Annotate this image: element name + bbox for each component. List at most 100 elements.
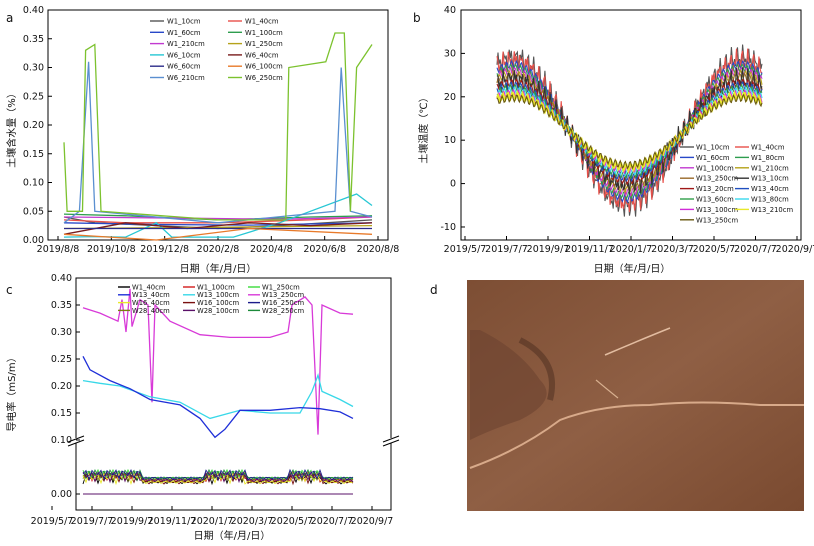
b-series-line bbox=[496, 93, 763, 170]
b-xtick-label: 2019/5/7 bbox=[444, 244, 487, 255]
c-legend-label: W13_100cm bbox=[197, 291, 239, 299]
b-legend-label: W1_40cm bbox=[751, 144, 785, 152]
panel-d-label: d bbox=[430, 283, 438, 297]
soil-crack-1 bbox=[518, 337, 555, 401]
c-xtick-label: 2019/7/7 bbox=[71, 516, 114, 527]
c-legend-label: W1_100cm bbox=[197, 283, 235, 291]
panel-a-label: a bbox=[6, 11, 13, 25]
panel-c: c 0.10 0.15 0.20 0.25 0.30 0.35 0.40 0.00 2019/… bbox=[5, 273, 400, 542]
a-xtick-label: 2020/6/8 bbox=[303, 244, 346, 255]
c-xtick-label: 2019/5/7 bbox=[31, 516, 74, 527]
a-legend-label: W1_100cm bbox=[245, 29, 283, 37]
c-xtick-label: 2020/9/7 bbox=[351, 516, 394, 527]
b-legend-label: W13_210cm bbox=[751, 206, 793, 214]
panel-a-ylabel: 土壤含水量（%） bbox=[5, 88, 18, 168]
panel-a: a 0.00 0.05 0.10 0.15 0.20 0.25 0.30 0.35 0.40 2… bbox=[5, 5, 399, 275]
a-legend-label: W6_40cm bbox=[245, 51, 279, 59]
a-ytick-label: 0.30 bbox=[23, 63, 44, 74]
panel-a-xlabel: 日期（年/月/日） bbox=[180, 262, 257, 275]
axis-break-right-mask bbox=[385, 438, 397, 443]
a-series-line bbox=[63, 227, 373, 241]
a-legend-label: W6_60cm bbox=[167, 63, 201, 71]
c-series-line-low bbox=[82, 470, 354, 484]
axis-break-right-bottom bbox=[382, 439, 400, 447]
a-xtick-label: 2019/10/8 bbox=[87, 244, 136, 255]
c-legend-label: W28_250cm bbox=[262, 307, 304, 315]
b-series-line bbox=[496, 78, 763, 186]
b-legend-label: W1_60cm bbox=[696, 154, 730, 162]
c-ytick-label: 0.30 bbox=[51, 327, 72, 338]
c-xtick-label: 2020/1/7 bbox=[191, 516, 234, 527]
a-ytick-label: 0.40 bbox=[23, 5, 44, 16]
b-legend-label: W13_250cm bbox=[696, 175, 738, 183]
a-ytick-label: 0.10 bbox=[23, 178, 44, 189]
panel-a-frame bbox=[47, 9, 389, 241]
b-xtick-label: 2020/9/7 bbox=[776, 244, 814, 255]
a-legend-label: W6_250cm bbox=[245, 74, 283, 82]
a-ytick-label: 0.35 bbox=[23, 34, 44, 45]
a-xtick-label: 2020/2/8 bbox=[197, 244, 240, 255]
a-series-line bbox=[63, 61, 373, 224]
soil-line-short bbox=[604, 327, 671, 356]
a-xtick-label: 2019/8/8 bbox=[37, 244, 80, 255]
a-legend-label: W1_250cm bbox=[245, 40, 283, 48]
c-series-line bbox=[82, 288, 354, 435]
b-ytick-label: 10 bbox=[444, 135, 456, 146]
c-ytick-label: 0.40 bbox=[51, 273, 72, 284]
a-series-line bbox=[63, 222, 373, 226]
a-legend-label: W1_40cm bbox=[245, 18, 279, 26]
b-xtick-label: 2020/7/7 bbox=[734, 244, 777, 255]
b-xtick-label: 2020/5/7 bbox=[693, 244, 736, 255]
b-ytick-label: 30 bbox=[444, 48, 456, 59]
b-legend-label: W13_60cm bbox=[696, 196, 734, 204]
axis-break-left-top bbox=[67, 435, 85, 443]
b-legend-label: W13_40cm bbox=[751, 185, 789, 193]
soil-line-tiny bbox=[595, 379, 619, 399]
c-legend-label: W28_100cm bbox=[197, 307, 239, 315]
panel-c-ylabel: 导电率（mS/m） bbox=[5, 352, 18, 431]
soil-dark-patch bbox=[470, 330, 547, 440]
a-series-line bbox=[63, 216, 373, 220]
b-xtick-label: 2019/11/7 bbox=[565, 244, 614, 255]
b-legend-label: W1_10cm bbox=[696, 144, 730, 152]
c-legend-label: W16_250cm bbox=[262, 299, 304, 307]
b-ytick-label: 20 bbox=[444, 92, 456, 103]
c-legend-label: W13_250cm bbox=[262, 291, 304, 299]
a-legend-label: W1_60cm bbox=[167, 29, 201, 37]
c-series-line bbox=[82, 356, 354, 439]
axis-break-right-top bbox=[382, 435, 400, 443]
soil-line-long bbox=[469, 401, 804, 469]
axis-break-left-bottom bbox=[67, 439, 85, 447]
c-ytick-label: 0.15 bbox=[51, 408, 72, 419]
b-xtick-label: 2019/9/7 bbox=[527, 244, 570, 255]
a-series-line bbox=[63, 222, 373, 235]
c-legend-label: W13_40cm bbox=[132, 291, 170, 299]
c-xtick-label: 2020/7/7 bbox=[311, 516, 354, 527]
a-series-line bbox=[63, 32, 373, 221]
b-legend-label: W13_10cm bbox=[751, 175, 789, 183]
c-legend-label: W1_40cm bbox=[132, 283, 166, 291]
a-ytick-label: 0.20 bbox=[23, 120, 44, 131]
c-xtick-label: 2019/11/7 bbox=[148, 516, 197, 527]
b-ytick-label: 0 bbox=[450, 179, 456, 190]
c-legend-label: W28_40cm bbox=[132, 307, 170, 315]
b-legend-label: W1_210cm bbox=[751, 164, 789, 172]
b-legend-label: W13_20cm bbox=[696, 185, 734, 193]
b-xtick-label: 2019/7/7 bbox=[485, 244, 528, 255]
a-ytick-label: 0.00 bbox=[23, 235, 44, 246]
b-legend-label: W1_80cm bbox=[751, 154, 785, 162]
a-legend-label: W6_100cm bbox=[245, 63, 283, 71]
a-ytick-label: 0.05 bbox=[23, 206, 44, 217]
a-ytick-label: 0.25 bbox=[23, 91, 44, 102]
b-legend-label: W1_100cm bbox=[696, 164, 734, 172]
b-legend-label: W13_250cm bbox=[696, 216, 738, 224]
c-xtick-label: 2019/9/7 bbox=[111, 516, 154, 527]
c-legend-label: W1_250cm bbox=[262, 283, 300, 291]
panel-c-xlabel: 日期（年/月/日） bbox=[194, 529, 271, 542]
b-xtick-label: 2020/1/7 bbox=[610, 244, 653, 255]
panel-b-xlabel: 日期（年/月/日） bbox=[594, 262, 671, 275]
a-xtick-label: 2020/4/8 bbox=[250, 244, 293, 255]
c-ytick-label: 0.20 bbox=[51, 381, 72, 392]
b-legend-label: W13_100cm bbox=[696, 206, 738, 214]
a-legend-label: W6_210cm bbox=[167, 74, 205, 82]
